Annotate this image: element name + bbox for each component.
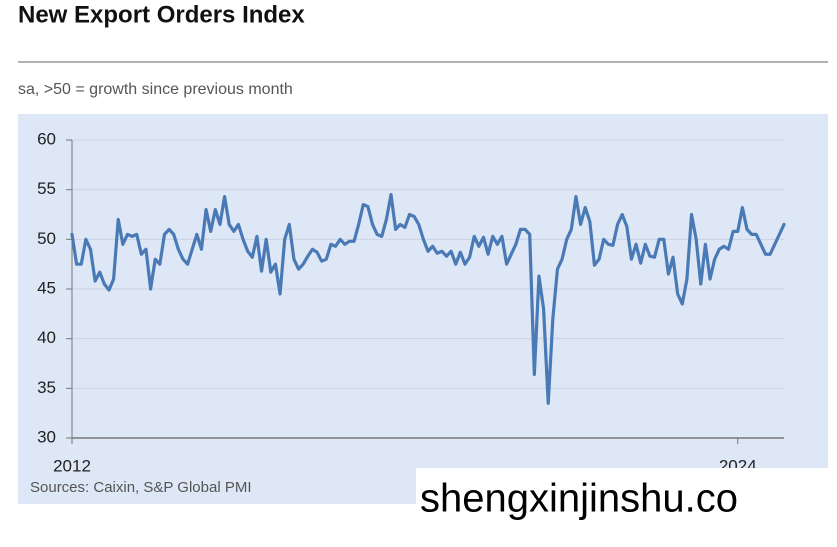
y-tick-label: 50 [37, 229, 56, 248]
y-tick-label: 40 [37, 328, 56, 347]
watermark: shengxinjinshu.co [420, 477, 738, 521]
y-tick-label: 55 [37, 179, 56, 198]
subtitle: sa, >50 = growth since previous month [18, 81, 293, 98]
x-tick-label: 2012 [53, 456, 91, 475]
y-tick-label: 35 [37, 378, 56, 397]
y-tick-label: 60 [37, 129, 56, 148]
y-tick-label: 30 [37, 427, 56, 446]
y-tick-label: 45 [37, 278, 56, 297]
source: Sources: Caixin, S&P Global PMI [30, 479, 251, 496]
data-line [70, 193, 786, 405]
plot-background [18, 114, 828, 504]
chart-title: New Export Orders Index [18, 1, 305, 28]
watermark-bg [416, 468, 837, 532]
